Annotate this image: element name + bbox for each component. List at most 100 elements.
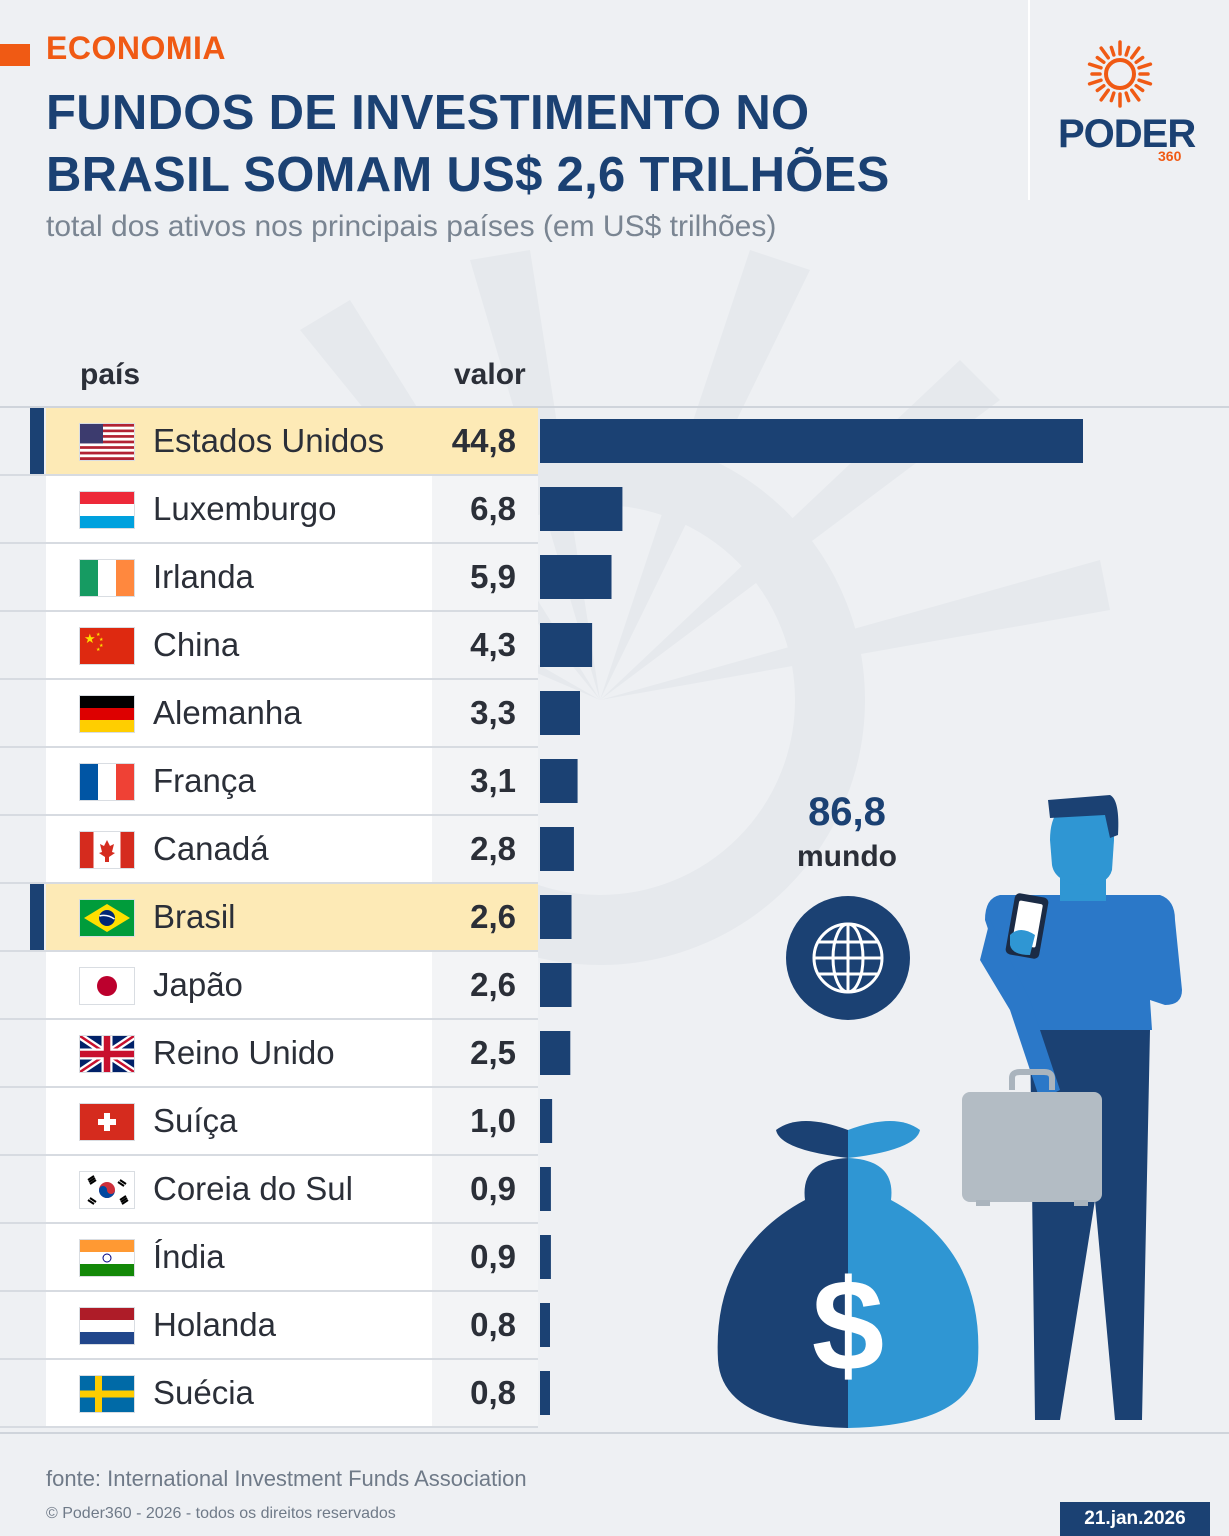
bar (540, 691, 580, 735)
header-divider (1028, 0, 1030, 200)
row-separator (0, 1086, 538, 1088)
value-label: 3,1 (470, 762, 516, 799)
country-name: Irlanda (153, 558, 254, 595)
value-label: 2,8 (470, 830, 516, 867)
table-row: Japão 2,6 (0, 952, 540, 1020)
table-row: Estados Unidos 44,8 (0, 408, 540, 476)
row-separator (0, 950, 538, 952)
bar (540, 555, 612, 599)
bar (540, 895, 572, 939)
flag-jp-icon (80, 968, 134, 1004)
table-row: Suécia 0,8 (0, 1360, 540, 1428)
table-row: Holanda 0,8 (0, 1292, 540, 1360)
svg-text:★: ★ (96, 647, 101, 653)
country-name: Japão (153, 966, 243, 1003)
bar (540, 759, 578, 803)
poder360-logo: PODER 360 (1046, 40, 1196, 170)
highlight-marker (30, 884, 44, 950)
publish-date: 21.jan.2026 (1060, 1502, 1210, 1536)
row-separator (0, 746, 538, 748)
bar (540, 1099, 553, 1143)
country-name: China (153, 626, 240, 663)
value-label: 0,8 (470, 1306, 516, 1343)
page-subtitle: total dos ativos nos principais países (… (46, 210, 777, 243)
row-separator (0, 678, 538, 680)
bar (540, 1235, 551, 1279)
value-label: 5,9 (470, 558, 516, 595)
column-header-country: país (80, 358, 141, 391)
table-row: Brasil 2,6 (0, 884, 540, 952)
flag-kr-icon (80, 1172, 134, 1208)
row-separator (0, 542, 538, 544)
table-row: Irlanda 5,9 (0, 544, 540, 612)
flag-us-icon (80, 424, 134, 460)
flag-se-icon (80, 1376, 134, 1412)
briefcase-icon (962, 1069, 1102, 1206)
value-cell-background (432, 680, 538, 746)
value-label: 0,9 (470, 1170, 516, 1207)
highlight-marker (30, 408, 44, 474)
value-label: 44,8 (451, 422, 516, 459)
country-name: Reino Unido (153, 1034, 335, 1071)
flag-cn-icon: ★ ★ ★ ★ ★ (80, 628, 134, 664)
bar (540, 623, 593, 667)
row-separator (0, 1290, 538, 1292)
value-label: 4,3 (470, 626, 516, 663)
section-tag: ECONOMIA (46, 30, 226, 66)
flag-de-icon (80, 696, 134, 732)
value-cell-background (432, 408, 538, 474)
flag-fr-icon (80, 764, 134, 800)
bar (540, 1371, 550, 1415)
country-name: Canadá (153, 830, 269, 867)
table-row: Índia 0,9 (0, 1224, 540, 1292)
value-cell-background (432, 1224, 538, 1290)
bar (540, 487, 623, 531)
row-separator (0, 814, 538, 816)
value-cell-background (432, 1088, 538, 1154)
bar (540, 1031, 571, 1075)
flag-ie-icon (80, 560, 134, 596)
table-row: Suíça 1,0 (0, 1088, 540, 1156)
value-label: 1,0 (470, 1102, 516, 1139)
value-label: 3,3 (470, 694, 516, 731)
bar (540, 1167, 551, 1211)
country-name: Índia (153, 1238, 225, 1275)
logo-number: 360 (1158, 148, 1182, 164)
world-total-value: 86,8 (808, 790, 886, 834)
row-separator (0, 1018, 538, 1020)
svg-text:★: ★ (99, 643, 104, 649)
row-separator (0, 1222, 538, 1224)
value-cell-background (432, 544, 538, 610)
value-cell-background (432, 748, 538, 814)
value-label: 0,9 (470, 1238, 516, 1275)
flag-lu-icon (80, 492, 134, 528)
value-cell-background (432, 612, 538, 678)
country-name: Alemanha (153, 694, 302, 731)
section-tag-marker (0, 44, 30, 66)
table-row: Luxemburgo 6,8 (0, 476, 540, 544)
value-cell-background (432, 884, 538, 950)
row-separator (0, 610, 538, 612)
country-name: Brasil (153, 898, 236, 935)
world-total-label: mundo (797, 840, 897, 873)
value-label: 2,6 (470, 966, 516, 1003)
flag-gb-icon (80, 1036, 134, 1072)
country-name: Coreia do Sul (153, 1170, 353, 1207)
flag-nl-icon (80, 1308, 134, 1344)
value-cell-background (432, 816, 538, 882)
country-name: França (153, 762, 256, 799)
value-cell-background (432, 1292, 538, 1358)
table-row: Alemanha 3,3 (0, 680, 540, 748)
value-cell-background (432, 1020, 538, 1086)
value-label: 6,8 (470, 490, 516, 527)
money-bag-icon: $ (717, 1121, 979, 1428)
svg-text:$: $ (812, 1252, 884, 1398)
row-separator (0, 1358, 538, 1360)
table-row: Reino Unido 2,5 (0, 1020, 540, 1088)
row-separator (0, 882, 538, 884)
source-note: fonte: International Investment Funds As… (46, 1466, 527, 1491)
footer-separator (0, 1432, 1229, 1434)
svg-text:★: ★ (84, 631, 96, 646)
bar (540, 1303, 550, 1347)
